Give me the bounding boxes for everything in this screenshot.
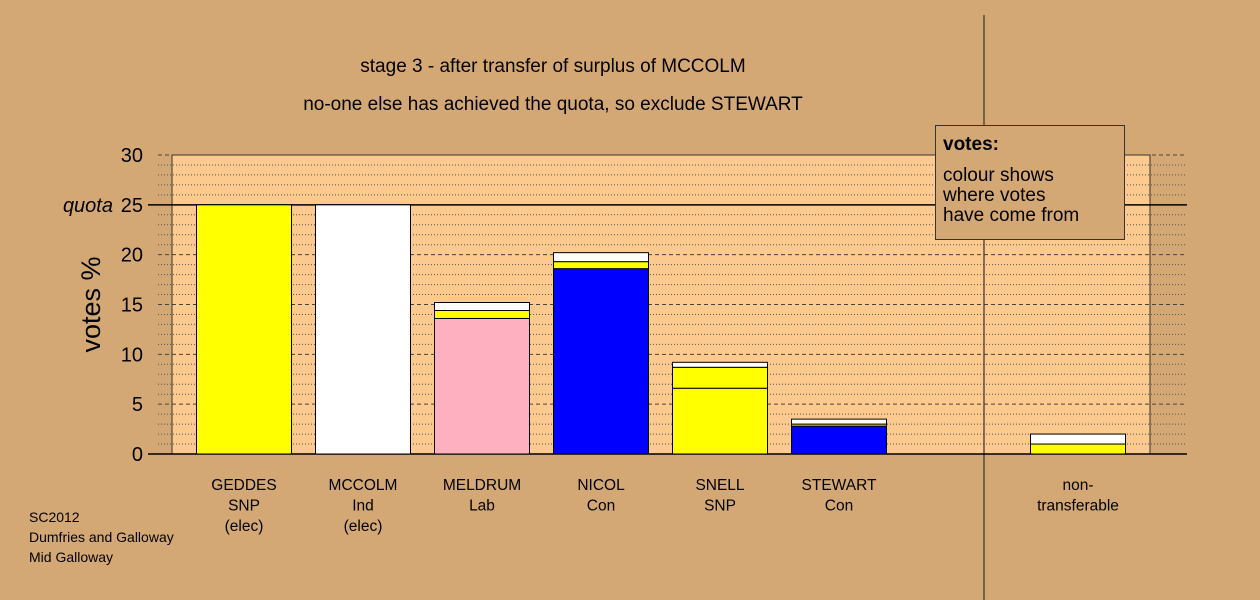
x-tick-label: Lab (469, 498, 495, 515)
footer: SC2012 Dumfries and Galloway Mid Gallowa… (29, 507, 174, 567)
x-tick-label: Con (587, 498, 615, 515)
bar-segment (1030, 433, 1126, 445)
x-tick-label: MELDRUM (443, 477, 521, 494)
bar-segment (672, 366, 768, 389)
chart-subtitle: no-one else has achieved the quota, so e… (303, 94, 803, 115)
footer-line-3: Mid Galloway (29, 549, 114, 565)
x-tick-label: (elec) (344, 518, 383, 535)
bar-segment (434, 317, 530, 455)
y-tick-label: 10 (121, 344, 143, 366)
bar-segment (434, 302, 530, 311)
y-tick-label: 0 (132, 444, 143, 466)
x-tick-label: SNELL (695, 477, 744, 494)
legend-text: colour shows where votes have come from (943, 165, 1080, 226)
bar-segment (791, 425, 887, 455)
y-tick-label: 20 (121, 245, 143, 267)
y-tick-label: 25 (121, 195, 143, 217)
x-tick-label: non- (1062, 477, 1093, 494)
bar-segment (434, 309, 530, 319)
bar-segment (791, 418, 887, 425)
legend-box: votes: colour shows where votes have com… (935, 125, 1125, 240)
bar-segment (672, 387, 768, 455)
y-tick-label: 15 (121, 295, 143, 317)
y-axis-label: votes % (76, 256, 106, 352)
bar-segment (553, 268, 649, 455)
x-tick-label: Ind (352, 498, 374, 515)
legend-title: votes: (943, 134, 999, 155)
x-tick-label: (elec) (225, 518, 264, 535)
y-tick-label: 30 (121, 145, 143, 167)
footer-line-1: SC2012 (29, 509, 80, 525)
x-tick-label: SNP (704, 498, 736, 515)
bar-segment (196, 204, 292, 455)
bar-segment (553, 261, 649, 270)
bar-segment (315, 204, 411, 455)
bar-segment (1030, 443, 1126, 455)
x-tick-label: MCCOLM (329, 477, 398, 494)
x-tick-label: transferable (1037, 498, 1119, 515)
bar-segment (553, 252, 649, 263)
x-tick-label: NICOL (577, 477, 625, 494)
x-tick-label: STEWART (802, 477, 877, 494)
quota-label: quota (63, 195, 113, 217)
x-tick-label: Con (825, 498, 853, 515)
footer-line-2: Dumfries and Galloway (29, 529, 174, 545)
chart-title: stage 3 - after transfer of surplus of M… (360, 56, 745, 77)
x-tick-label: GEDDES (211, 477, 276, 494)
y-tick-label: 5 (132, 394, 143, 416)
bar-segment (672, 361, 768, 368)
x-tick-label: SNP (228, 498, 260, 515)
